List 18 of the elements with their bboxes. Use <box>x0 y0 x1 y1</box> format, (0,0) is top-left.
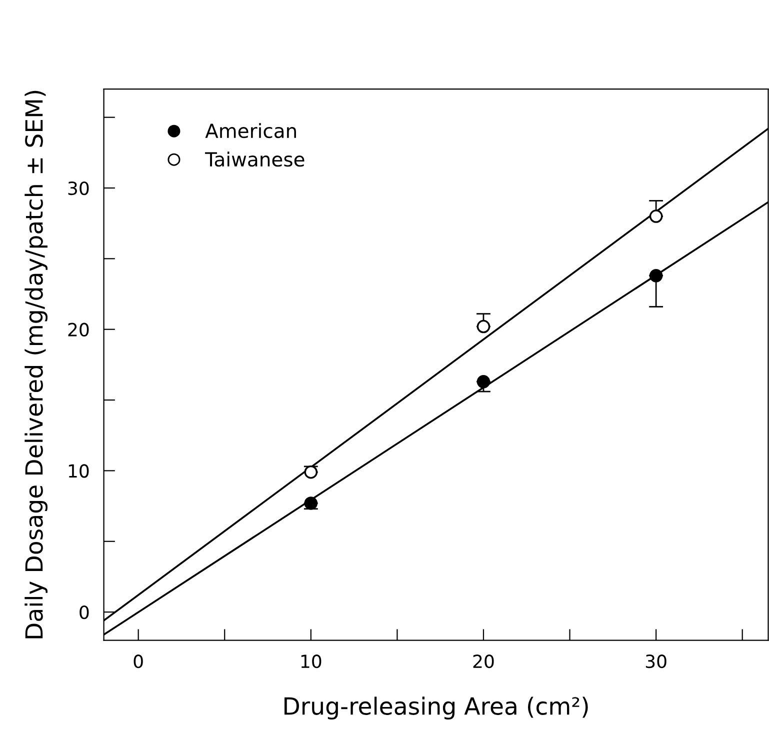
y-tick-label: 30 <box>68 181 89 196</box>
point <box>304 465 318 479</box>
point <box>304 496 318 510</box>
x-tick-label: 30 <box>646 654 666 668</box>
point <box>476 375 490 388</box>
x-axis-title: Drug-releasing Area (cm²) <box>284 696 588 720</box>
point <box>649 268 663 282</box>
y-axis-title: Daily Dosage Delivered (mg/day/patch ± SEM) <box>24 90 48 638</box>
y-tick-label: 10 <box>68 464 89 478</box>
point <box>476 320 490 334</box>
legend-label: American <box>205 123 296 138</box>
legend-label: Taiwanese <box>205 152 304 167</box>
y-tick-label: 0 <box>80 606 89 620</box>
x-tick-label: 10 <box>301 654 322 668</box>
point <box>649 210 663 223</box>
x-tick-label: 20 <box>473 654 494 668</box>
x-tick-label: 0 <box>134 654 143 668</box>
y-tick-label: 20 <box>68 322 89 336</box>
